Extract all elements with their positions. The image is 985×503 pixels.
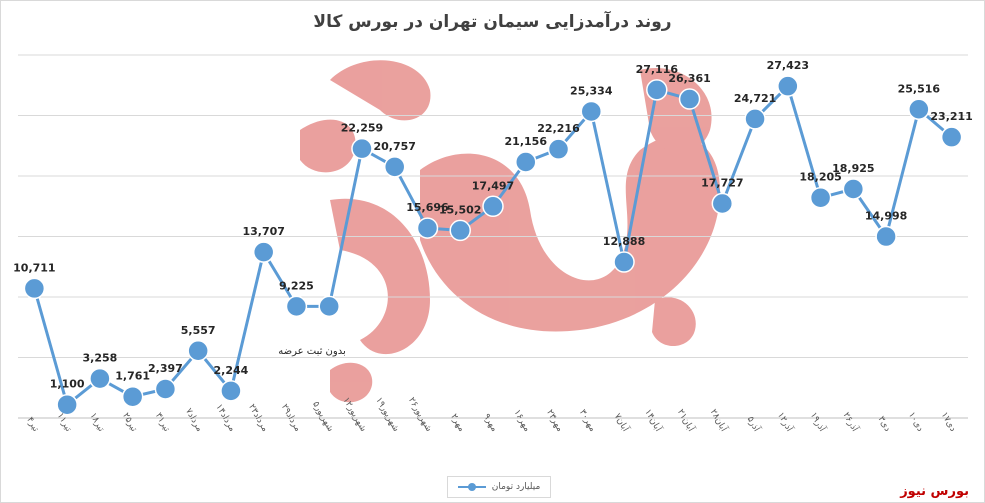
x-tick-label: ۱۴آبان [642, 407, 665, 434]
data-label: 25,516 [898, 82, 941, 95]
x-tick-label: ۹مهر [481, 412, 499, 433]
data-point [285, 295, 308, 318]
data-point [678, 88, 701, 110]
data-point [842, 178, 865, 200]
x-tick-label: ۲۸آبان [708, 407, 731, 434]
data-point [252, 241, 275, 263]
data-label: 5,557 [181, 324, 216, 337]
data-point [23, 277, 46, 300]
data-point [121, 385, 144, 408]
data-point [89, 367, 111, 390]
data-label: 2,397 [148, 362, 183, 375]
data-label: 17,497 [472, 179, 514, 192]
data-label: 15,696 [406, 201, 449, 214]
data-label: 18,205 [799, 171, 841, 184]
data-label: 27,423 [767, 59, 809, 72]
data-point [449, 219, 471, 242]
data-point [515, 151, 537, 173]
x-tick-label: ۱۰دی [906, 411, 925, 434]
data-label: 22,259 [341, 122, 383, 135]
data-point [187, 340, 209, 362]
x-tick-label: ۵آذر [745, 414, 763, 434]
legend: میلیارد تومان [447, 476, 551, 498]
data-label: 21,156 [505, 135, 548, 148]
data-point [646, 79, 668, 101]
data-label: 1,761 [115, 370, 150, 383]
data-label: 22,216 [537, 122, 580, 135]
chart-title: روند درآمدزایی سیمان تهران در بورس کالا [313, 12, 672, 32]
x-tick-label: ۲۶شهریور [406, 396, 434, 434]
data-point [351, 137, 373, 160]
data-label: 17,727 [701, 177, 743, 190]
data-point [744, 108, 766, 130]
data-point [318, 295, 340, 318]
data-label: 15,502 [439, 203, 481, 216]
data-label: 18,925 [832, 162, 874, 175]
data-label: 20,757 [373, 140, 415, 153]
data-point [482, 195, 504, 218]
data-label: 3,258 [82, 352, 117, 365]
data-point [711, 192, 734, 215]
data-point [908, 98, 930, 121]
data-label: 10,711 [13, 261, 55, 274]
data-label: 26,361 [668, 72, 710, 85]
data-label: 23,211 [930, 110, 972, 123]
data-label: 27,116 [636, 63, 679, 76]
data-label: 9,225 [279, 279, 314, 292]
annotation-no-offer: بدون ثبت عرضه [278, 346, 346, 357]
data-label: 24,721 [734, 92, 776, 105]
data-point [416, 217, 439, 239]
x-tick-label: ۱۸تیر [87, 411, 106, 434]
data-point [154, 378, 177, 400]
data-point [940, 126, 963, 148]
x-tick-label: ۳۰مهر [577, 408, 598, 434]
data-point [809, 186, 832, 209]
x-tick-labels: ۴تیر۱۱تیر۱۸تیر۲۵تیر۳۱تیر۷مرداد۱۴مرداد۲۳م… [24, 396, 957, 434]
gridlines [18, 54, 968, 419]
data-label: 1,100 [50, 378, 85, 391]
data-point [580, 100, 603, 123]
x-tick-label: ۱۹آذر [808, 410, 829, 434]
x-tick-label: ۵شهریور [310, 400, 335, 434]
data-label: 2,244 [214, 364, 249, 377]
x-tick-label: ۲۱آبان [675, 407, 698, 434]
x-tick-label: ۷آبان [612, 411, 632, 434]
x-tick-label: ۱۲آذر [775, 410, 796, 434]
x-tick-label: ۳۱تیر [153, 411, 172, 434]
data-point [383, 156, 406, 178]
data-point [220, 380, 242, 402]
watermark-logo [300, 60, 720, 403]
data-point [613, 251, 635, 273]
data-point [777, 75, 799, 97]
brand-text: بورس نیوز [900, 484, 969, 499]
data-point [875, 225, 897, 248]
data-label: 12,888 [603, 235, 645, 248]
legend-label: میلیارد تومان [491, 482, 541, 492]
x-tick-label: ۲۳مهر [544, 408, 565, 434]
x-tick-label: ۲۶آذر [840, 410, 861, 434]
data-label: 13,707 [242, 225, 284, 238]
x-tick-label: ۲مهر [448, 412, 466, 433]
x-tick-label: ۲۵تیر [120, 411, 139, 434]
data-label: 25,334 [570, 84, 613, 97]
data-point [56, 393, 78, 416]
data-label: 14,998 [865, 210, 907, 223]
data-points [23, 75, 963, 416]
x-tick-label: ۷مرداد [183, 407, 204, 434]
x-tick-label: ۱۷دی [939, 411, 958, 434]
data-point [547, 138, 570, 160]
x-tick-label: ۱۶مهر [511, 408, 532, 434]
legend-swatch [457, 482, 486, 492]
x-tick-label: ۱۹شهریور [373, 396, 401, 434]
